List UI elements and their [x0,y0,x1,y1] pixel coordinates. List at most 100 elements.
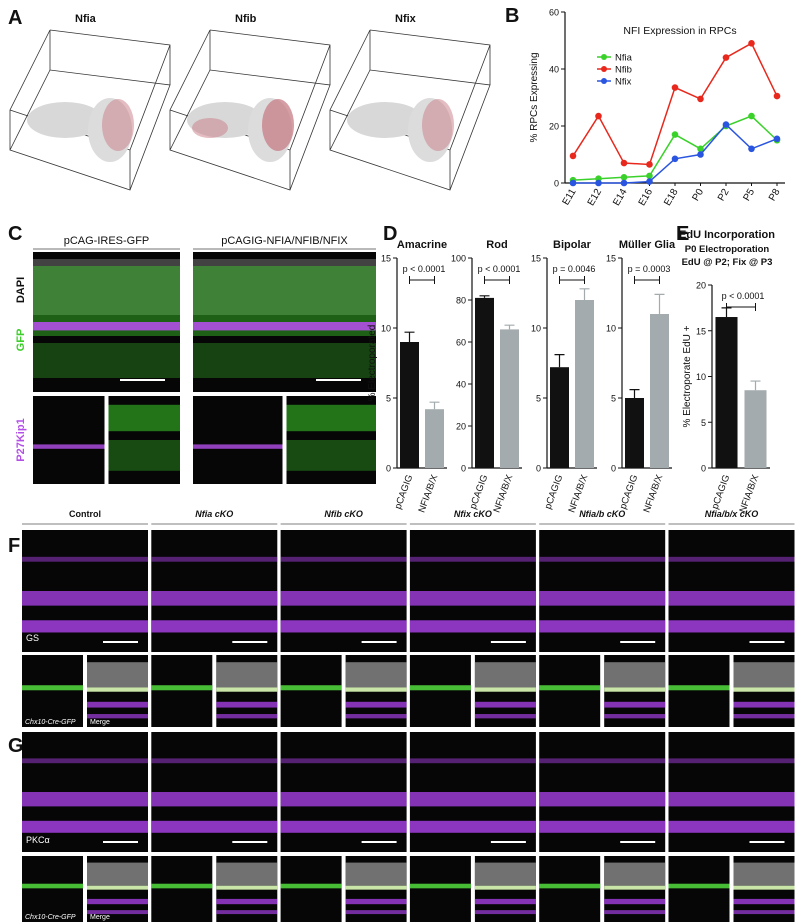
stain-band [151,758,278,764]
micrograph [151,732,278,852]
data-point [773,135,781,143]
stain-band [151,620,278,633]
plot-title: Nfib [235,13,257,25]
inset-label: Chx10-Cre-GFP [25,719,76,726]
stain-band [409,620,536,633]
panel-letter: B [505,5,519,27]
data-point [697,95,704,103]
y-tick-label: 10 [606,324,616,334]
significance-bracket [484,276,510,284]
stain-band [668,883,730,889]
y-tick-label: 5 [611,394,616,404]
x-tick-label: NFIA/B/X [641,473,665,515]
tsne-plot [329,29,491,191]
stain-band [409,685,471,691]
error-bar [554,354,565,368]
x-tick-label: E11 [561,187,579,208]
bar [475,297,494,468]
stain-band [604,885,666,890]
gfp-band [108,440,180,471]
micrograph [22,732,148,852]
micrograph [151,655,213,727]
error-bar [479,295,490,298]
chart-title: NFI Expression in RPCs [623,25,736,37]
y-tick-label: 40 [549,65,559,75]
x-tick-label: E18 [662,187,681,208]
channel-label: GFP [15,329,27,352]
box-outline [169,29,331,191]
micrograph [539,655,601,727]
significance-bracket [726,303,756,311]
data-point [595,112,602,120]
x-tick-label: E12 [586,187,605,208]
image-bg [22,655,83,727]
y-tick-label: 20 [696,281,706,291]
micrograph [108,396,180,484]
y-tick-label: 0 [536,464,541,474]
series-line [572,42,778,166]
x-tick-label: E16 [637,187,656,208]
stain-band [33,444,105,449]
micrograph [193,396,283,484]
y-tick-label: 10 [531,324,541,334]
legend-label: Nfia [615,53,633,64]
error-bar [654,293,665,314]
bar [744,390,767,468]
micrograph [280,530,407,652]
stain-band [539,620,666,633]
column-header: Nfia cKO [195,509,233,519]
error-bar [404,331,415,342]
micrograph [604,856,666,922]
bar [715,317,738,468]
micrograph [280,732,407,852]
stain-band [474,910,536,915]
micrograph [151,530,278,652]
stain-band [151,685,213,691]
marker-label: GS [26,633,39,643]
stain-band [22,792,148,807]
expr-cloud [102,99,134,151]
image-bg [409,856,471,922]
channel-label: DAPI [15,277,27,303]
dapi-band [216,862,278,886]
image-bg [280,655,342,727]
stain-band [280,620,407,633]
chart-subtitle: P0 Electroporation [685,244,770,255]
error-bar [750,380,761,391]
stain-band [474,701,536,708]
cell-cloud [27,102,103,138]
micrograph [474,856,536,922]
stain-band [22,620,148,633]
micrograph [733,655,795,727]
stain-band [604,714,666,719]
stain-band [668,758,795,764]
dapi-band [733,662,795,688]
stain-band [539,758,666,764]
data-point [773,92,781,100]
image-bg [151,856,213,922]
x-tick-label: pCAGIG [543,473,566,511]
plot-title: Nfix [395,13,417,25]
x-tick-label: pCAGIG [468,473,491,511]
stain-band [345,701,407,708]
column-header: pCAG-IRES-GFP [64,235,150,247]
stain-band [22,883,83,889]
data-point [620,179,628,187]
stain-band [668,591,795,606]
y-tick-label: 5 [386,394,391,404]
micrograph [539,732,666,852]
panel-letter: D [383,223,397,245]
stain-band [539,591,666,606]
x-tick-label: P2 [716,187,732,203]
gfp-band [193,343,376,378]
plot-title: Nfia [75,13,97,25]
significance-bracket [559,276,585,284]
stain-band [733,885,795,890]
stain-band [668,556,795,562]
micrograph [151,856,213,922]
data-point [671,155,679,163]
panel-letter: A [8,7,22,29]
stain-band [539,685,601,691]
y-tick-label: 15 [381,254,391,264]
